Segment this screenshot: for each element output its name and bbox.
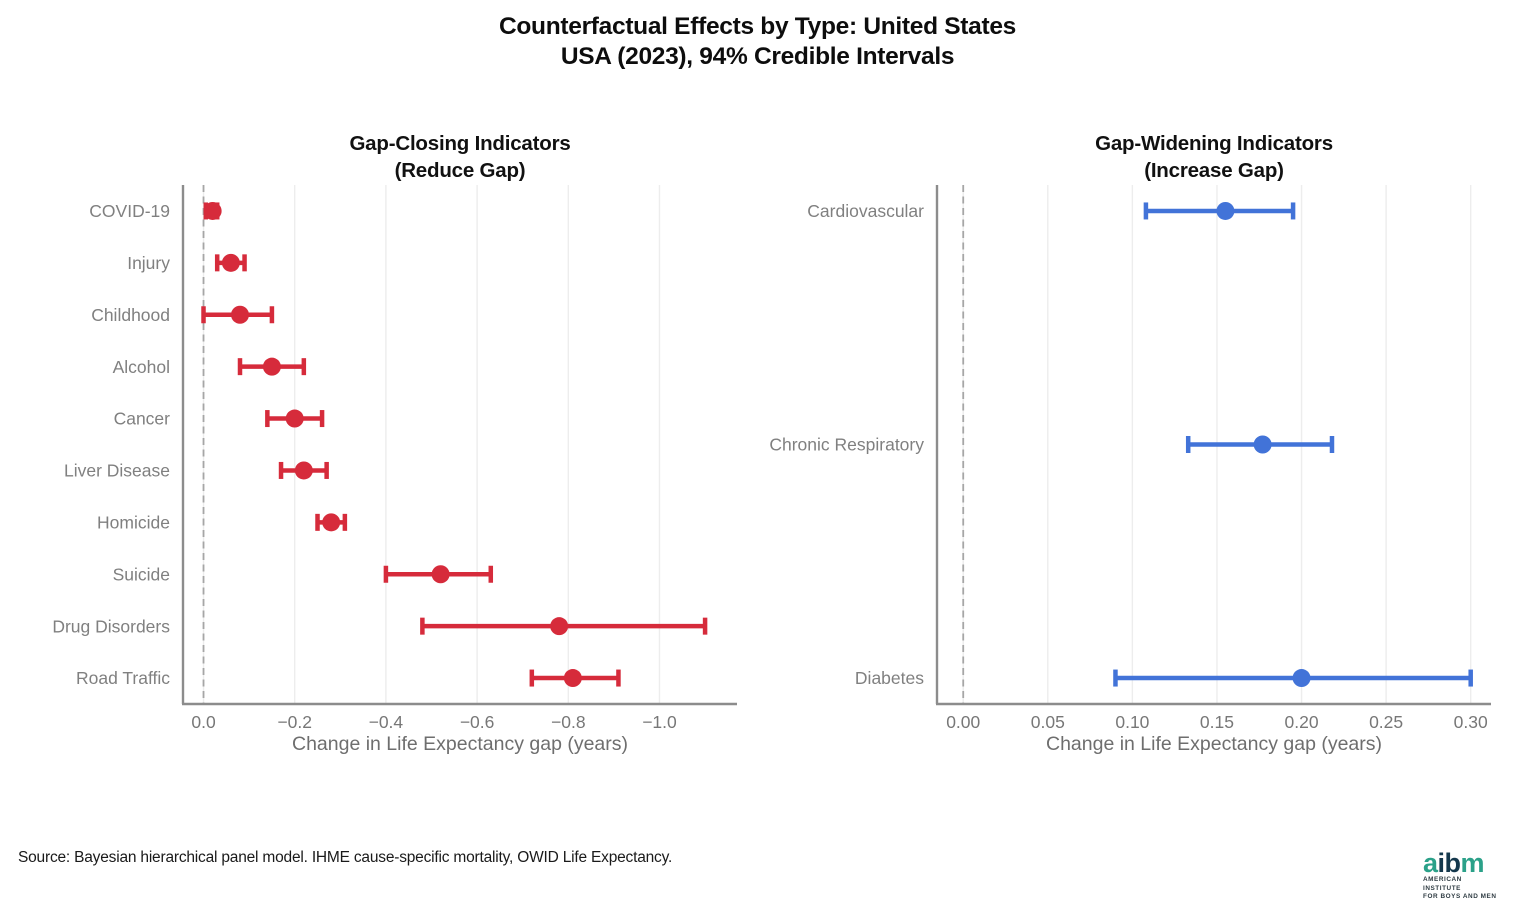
x-tick-label: −0.8	[551, 712, 586, 732]
x-tick-label: −0.6	[460, 712, 495, 732]
category-label: Alcohol	[113, 357, 170, 377]
category-label: Cardiovascular	[807, 201, 924, 221]
chart-title: Counterfactual Effects by Type: United S…	[0, 12, 1515, 72]
chart-title-line2: USA (2023), 94% Credible Intervals	[560, 43, 955, 70]
right-x-axis-label: Change in Life Expectancy gap (years)	[1045, 733, 1383, 755]
point-marker	[563, 669, 582, 688]
x-tick-label: 0.30	[1454, 712, 1488, 732]
aibm-logo-letter: i	[1437, 848, 1446, 878]
category-label: Liver Disease	[64, 461, 170, 481]
x-tick-label: 0.0	[191, 712, 216, 732]
point-marker	[1292, 669, 1311, 688]
x-tick-label: 0.00	[946, 712, 980, 732]
aibm-logo-subline2: FOR BOYS AND MEN	[1423, 893, 1497, 900]
left-panel-title-line1: Gap-Closing Indicators	[349, 132, 571, 155]
point-marker	[1216, 201, 1235, 220]
category-label: COVID-19	[89, 201, 170, 221]
category-label: Injury	[127, 253, 170, 273]
category-label: Suicide	[113, 564, 170, 584]
category-label: Childhood	[91, 305, 170, 325]
right-panel-title-line1: Gap-Widening Indicators	[1095, 132, 1333, 155]
point-marker	[294, 461, 313, 480]
point-marker	[262, 357, 281, 376]
source-note: Source: Bayesian hierarchical panel mode…	[18, 849, 673, 866]
right-panel-title-line2: (Increase Gap)	[1144, 159, 1284, 182]
point-marker	[221, 253, 240, 272]
point-marker	[431, 565, 450, 584]
aibm-logo: aibm AMERICAN INSTITUTE FOR BOYS AND MEN	[1423, 850, 1501, 902]
category-label: Cancer	[114, 409, 171, 429]
category-label: Road Traffic	[76, 668, 170, 688]
x-tick-label: 0.25	[1369, 712, 1403, 732]
category-label: Homicide	[97, 512, 170, 532]
point-marker	[322, 513, 341, 532]
category-label: Chronic Respiratory	[769, 435, 924, 455]
x-tick-label: −0.2	[277, 712, 312, 732]
point-marker	[230, 305, 249, 324]
left-x-axis-label: Change in Life Expectancy gap (years)	[291, 733, 629, 755]
x-tick-label: 0.10	[1115, 712, 1149, 732]
left-panel-title: Gap-Closing Indicators (Reduce Gap)	[260, 130, 660, 184]
point-marker	[203, 201, 222, 220]
x-tick-label: −0.4	[369, 712, 404, 732]
aibm-logo-wordmark: aibm	[1423, 848, 1501, 878]
left-panel-title-line2: (Reduce Gap)	[394, 159, 526, 182]
category-label: Diabetes	[855, 668, 924, 688]
aibm-logo-letter: a	[1423, 848, 1438, 878]
point-marker	[550, 617, 569, 636]
point-marker	[285, 409, 304, 428]
x-tick-label: 0.20	[1285, 712, 1319, 732]
aibm-logo-letter: b	[1444, 848, 1462, 878]
x-tick-label: 0.05	[1031, 712, 1065, 732]
chart-title-line1: Counterfactual Effects by Type: United S…	[499, 13, 1016, 40]
point-marker	[1253, 435, 1272, 454]
aibm-logo-subline1: AMERICAN INSTITUTE	[1423, 876, 1462, 892]
x-tick-label: 0.15	[1200, 712, 1234, 732]
aibm-logo-letter: m	[1460, 848, 1485, 878]
category-label: Drug Disorders	[52, 616, 170, 636]
x-tick-label: −1.0	[642, 712, 677, 732]
right-panel-title: Gap-Widening Indicators (Increase Gap)	[1014, 130, 1414, 184]
